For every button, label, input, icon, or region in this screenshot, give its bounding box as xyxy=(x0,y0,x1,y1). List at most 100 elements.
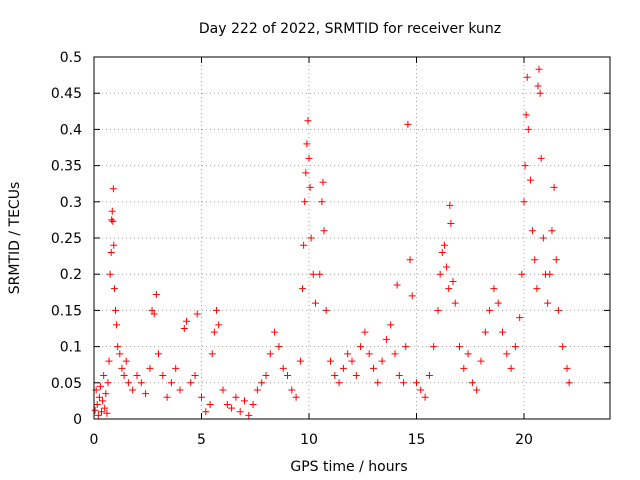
data-point xyxy=(113,321,121,329)
data-point xyxy=(446,201,454,209)
data-point xyxy=(526,176,534,184)
y-tick-label: 0.05 xyxy=(51,376,82,392)
data-point xyxy=(109,185,117,193)
data-point xyxy=(440,241,448,249)
y-tick-label: 0.1 xyxy=(60,340,82,356)
data-point xyxy=(106,270,114,278)
data-point xyxy=(387,321,395,329)
data-point xyxy=(456,343,463,351)
data-point xyxy=(94,411,102,419)
data-point xyxy=(445,285,453,293)
y-tick-label: 0.25 xyxy=(51,231,82,247)
data-point xyxy=(302,169,310,177)
chart-title: Day 222 of 2022, SRMTID for receiver kun… xyxy=(199,21,501,37)
data-point xyxy=(95,393,103,401)
data-point xyxy=(307,234,315,242)
data-point xyxy=(473,386,481,394)
data-point xyxy=(402,343,410,351)
data-point xyxy=(114,343,122,351)
data-point xyxy=(537,154,545,162)
data-point xyxy=(155,350,162,358)
data-point xyxy=(494,299,502,307)
grid xyxy=(94,57,610,419)
data-point xyxy=(288,386,296,394)
data-point xyxy=(208,350,216,358)
data-point xyxy=(531,256,539,264)
data-point xyxy=(507,364,515,372)
data-point xyxy=(348,357,356,365)
data-point xyxy=(91,406,99,414)
data-point xyxy=(262,372,270,380)
data-point xyxy=(344,350,352,358)
data-point xyxy=(133,372,141,380)
data-point xyxy=(129,386,137,394)
x-tick-label: 0 xyxy=(90,432,99,448)
data-point xyxy=(266,350,274,358)
data-point xyxy=(522,111,530,119)
data-point xyxy=(245,411,253,419)
data-point xyxy=(391,350,399,358)
data-point xyxy=(279,364,287,372)
data-point xyxy=(404,120,412,128)
data-point xyxy=(365,350,373,358)
data-point xyxy=(352,372,360,380)
data-point xyxy=(521,162,529,170)
data-point xyxy=(417,386,425,394)
y-axis-label: SRMTID / TECUs xyxy=(7,182,23,295)
data-point xyxy=(253,386,261,394)
data-point xyxy=(306,183,314,191)
data-point xyxy=(228,404,236,412)
data-point xyxy=(213,306,221,314)
data-point xyxy=(319,178,327,186)
data-point xyxy=(137,379,145,387)
data-point xyxy=(518,270,526,278)
x-tick-label: 20 xyxy=(515,432,533,448)
data-point xyxy=(122,357,130,365)
data-point xyxy=(300,241,308,249)
data-point xyxy=(101,404,109,412)
data-point xyxy=(318,198,326,206)
data-point xyxy=(223,401,231,409)
data-points xyxy=(91,65,573,419)
data-point xyxy=(529,227,537,235)
data-point xyxy=(309,270,317,278)
data-point xyxy=(249,401,257,409)
data-point xyxy=(425,372,433,380)
data-point xyxy=(159,372,167,380)
data-point xyxy=(393,281,401,289)
data-point xyxy=(559,343,567,351)
y-tick-label: 0.15 xyxy=(51,303,82,319)
data-point xyxy=(118,364,126,372)
data-point xyxy=(311,299,319,307)
data-point xyxy=(176,386,184,394)
data-point xyxy=(322,306,330,314)
data-point xyxy=(382,335,390,343)
data-point xyxy=(490,285,498,293)
y-tick-label: 0.45 xyxy=(51,86,82,102)
data-point xyxy=(523,73,531,81)
data-point xyxy=(305,154,313,162)
data-point xyxy=(534,82,542,90)
x-axis: 0 5 10 15 20 xyxy=(90,57,533,448)
data-point xyxy=(93,401,101,409)
data-point xyxy=(546,270,554,278)
data-point xyxy=(477,357,485,365)
data-point xyxy=(112,306,119,314)
x-tick-label: 15 xyxy=(408,432,426,448)
data-point xyxy=(554,306,562,314)
data-point xyxy=(443,263,451,271)
data-point xyxy=(447,220,455,228)
data-point xyxy=(198,393,205,401)
data-point xyxy=(339,364,347,372)
data-point xyxy=(109,217,117,225)
data-point xyxy=(110,241,118,249)
data-point xyxy=(516,314,524,322)
data-point xyxy=(327,357,334,365)
data-point xyxy=(206,401,214,409)
data-point xyxy=(320,227,328,235)
data-point xyxy=(438,248,446,256)
data-point xyxy=(357,343,365,351)
data-point xyxy=(193,310,201,318)
data-point xyxy=(548,227,556,235)
